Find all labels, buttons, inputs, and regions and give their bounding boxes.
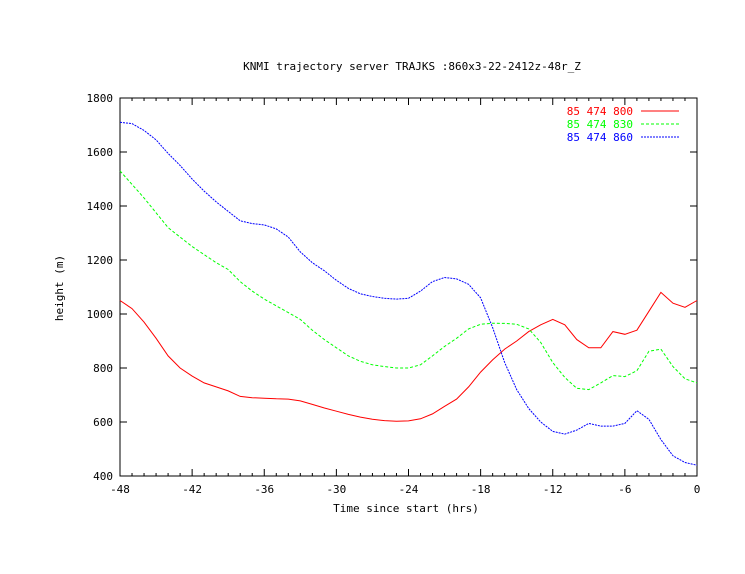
x-tick-label: -48 — [110, 483, 130, 496]
y-tick-label: 1000 — [87, 308, 114, 321]
series-line-2 — [119, 170, 698, 391]
x-tick-label: 0 — [694, 483, 701, 496]
series-line-3 — [119, 121, 698, 466]
chart-title: KNMI trajectory server TRAJKS :860x3-22-… — [243, 60, 581, 73]
y-tick-label: 1800 — [87, 92, 114, 105]
plot-frame — [119, 97, 698, 477]
y-axis-label: height (m) — [53, 255, 66, 321]
x-tick-label: -30 — [326, 483, 346, 496]
y-tick-label: 1600 — [87, 146, 114, 159]
x-tick-label: -6 — [618, 483, 631, 496]
y-axis-ticks: 400 600 800 1000 1200 1400 1600 1800 — [87, 92, 697, 483]
legend-label-3: 85 474 860 — [567, 131, 633, 144]
series-line-1 — [119, 291, 698, 422]
x-axis-ticks: -48 -42 -36 -30 -24 -18 -12 -6 0 — [110, 98, 700, 496]
y-tick-label: 1200 — [87, 254, 114, 267]
x-axis-label: Time since start (hrs) — [333, 502, 479, 515]
y-tick-label: 1400 — [87, 200, 114, 213]
legend-label-1: 85 474 800 — [567, 105, 633, 118]
x-tick-label: -18 — [471, 483, 491, 496]
legend-label-2: 85 474 830 — [567, 118, 633, 131]
x-tick-label: -12 — [543, 483, 563, 496]
x-tick-label: -24 — [399, 483, 419, 496]
y-tick-label: 600 — [93, 416, 113, 429]
series-lines — [119, 121, 698, 466]
y-tick-label: 400 — [93, 470, 113, 483]
x-tick-label: -42 — [182, 483, 202, 496]
x-tick-label: -36 — [254, 483, 274, 496]
y-tick-label: 800 — [93, 362, 113, 375]
